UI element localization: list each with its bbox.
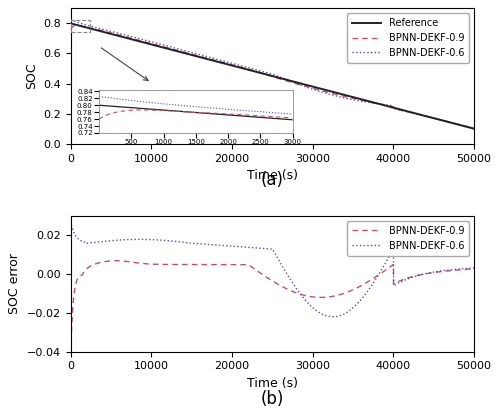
BPNN-DEKF-0.9 [330, 91, 336, 96]
Line: BPNN-DEKF-0.6: BPNN-DEKF-0.6 [70, 20, 474, 128]
BPNN-DEKF-0.9 [68, 349, 73, 354]
BPNN-DEKF-0.9 [141, 39, 147, 44]
BPNN-DEKF-0.9 [400, 277, 406, 282]
Text: (b): (b) [261, 390, 284, 408]
Reference [471, 126, 477, 131]
Line: BPNN-DEKF-0.9: BPNN-DEKF-0.9 [70, 26, 474, 128]
Line: Reference: Reference [70, 23, 474, 129]
BPNN-DEKF-0.6 [330, 314, 336, 319]
Legend: BPNN-DEKF-0.9, BPNN-DEKF-0.6: BPNN-DEKF-0.9, BPNN-DEKF-0.6 [347, 221, 470, 256]
Reference [68, 21, 73, 26]
Bar [71, 20, 90, 32]
BPNN-DEKF-0.9 [369, 100, 375, 105]
BPNN-DEKF-0.9 [369, 277, 375, 282]
Reference [369, 99, 375, 104]
BPNN-DEKF-0.9 [330, 294, 336, 299]
BPNN-DEKF-0.6 [222, 59, 228, 64]
Line: BPNN-DEKF-0.9: BPNN-DEKF-0.9 [70, 261, 474, 352]
Reference [310, 84, 316, 89]
Reference [330, 89, 336, 94]
BPNN-DEKF-0.9 [310, 86, 316, 91]
BPNN-DEKF-0.6 [369, 100, 375, 105]
BPNN-DEKF-0.6 [68, 17, 73, 22]
BPNN-DEKF-0.9 [73, 23, 79, 28]
BPNN-DEKF-0.6 [471, 126, 477, 131]
BPNN-DEKF-0.9 [222, 262, 228, 267]
BPNN-DEKF-0.6 [471, 266, 477, 271]
Y-axis label: SOC: SOC [24, 63, 38, 89]
BPNN-DEKF-0.9 [400, 108, 406, 113]
BPNN-DEKF-0.6 [141, 37, 147, 42]
X-axis label: Time (s): Time (s) [247, 377, 298, 390]
BPNN-DEKF-0.9 [310, 295, 316, 300]
BPNN-DEKF-0.6 [141, 237, 147, 242]
Reference [141, 40, 147, 45]
BPNN-DEKF-0.9 [471, 126, 477, 131]
BPNN-DEKF-0.9 [222, 60, 228, 65]
BPNN-DEKF-0.6 [330, 314, 336, 319]
Reference [400, 108, 406, 113]
Legend: Reference, BPNN-DEKF-0.9, BPNN-DEKF-0.6: Reference, BPNN-DEKF-0.9, BPNN-DEKF-0.6 [347, 13, 470, 62]
Text: (a): (a) [261, 171, 284, 189]
BPNN-DEKF-0.6 [400, 108, 406, 113]
BPNN-DEKF-0.9 [113, 258, 119, 263]
Reference [222, 61, 228, 66]
BPNN-DEKF-0.9 [141, 261, 147, 266]
BPNN-DEKF-0.6 [310, 87, 316, 92]
BPNN-DEKF-0.9 [68, 27, 73, 32]
BPNN-DEKF-0.6 [400, 279, 406, 284]
BPNN-DEKF-0.6 [68, 223, 73, 228]
BPNN-DEKF-0.6 [369, 282, 375, 287]
BPNN-DEKF-0.6 [330, 93, 336, 98]
X-axis label: Time (s): Time (s) [247, 169, 298, 182]
Y-axis label: SOC error: SOC error [8, 253, 22, 314]
BPNN-DEKF-0.6 [310, 305, 316, 310]
BPNN-DEKF-0.6 [222, 243, 228, 248]
Line: BPNN-DEKF-0.6: BPNN-DEKF-0.6 [70, 226, 474, 317]
BPNN-DEKF-0.9 [471, 266, 477, 272]
